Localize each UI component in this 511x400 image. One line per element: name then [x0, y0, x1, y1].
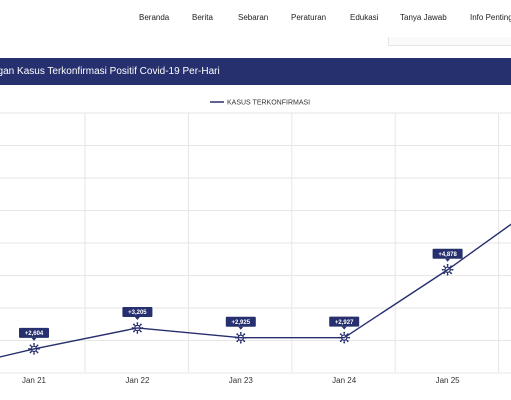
- nav-edukasi[interactable]: Edukasi: [350, 13, 379, 22]
- data-label-pointer: [445, 258, 451, 262]
- data-label-box: [122, 306, 153, 317]
- x-axis: Jan 21 Jan 22 Jan 23 Jan 24 Jan 25: [22, 376, 460, 385]
- virus-icon: [234, 331, 247, 344]
- virus-icon: [28, 343, 40, 355]
- data-label-box: [432, 248, 463, 259]
- nav-sebaran[interactable]: Sebaran: [238, 13, 269, 22]
- virus-icon: [338, 331, 351, 344]
- chart-title-banner: ngan Kasus Terkonfirmasi Positif Covid-1…: [0, 58, 511, 85]
- x-tick-label: Jan 21: [22, 376, 47, 385]
- data-label-box: [19, 327, 49, 338]
- chart-grid: [0, 112, 511, 374]
- data-label-pointer: [31, 337, 37, 341]
- chart-legend: KASUS TERKONFIRMASI: [210, 100, 310, 107]
- data-label: +3,205: [128, 310, 147, 316]
- data-label-box: [225, 316, 256, 327]
- nav-berita[interactable]: Berita: [192, 13, 213, 22]
- data-label: +2,604: [25, 331, 44, 337]
- x-tick-label: Jan 22: [125, 376, 150, 385]
- nav-search-box[interactable]: [388, 37, 511, 46]
- nav-peraturan[interactable]: Peraturan: [291, 13, 327, 22]
- x-tick-label: Jan 24: [332, 376, 357, 385]
- chart-series: +2,604 +3,205 +2,925 +2,927 +4,878: [0, 223, 511, 358]
- nav-beranda[interactable]: Beranda: [139, 13, 170, 22]
- nav-tanya-jawab[interactable]: Tanya Jawab: [400, 13, 447, 22]
- data-label: +4,878: [438, 252, 457, 258]
- data-label: +2,927: [335, 320, 354, 326]
- series-line: [0, 223, 511, 358]
- x-tick-label: Jan 23: [229, 376, 254, 385]
- x-tick-label: Jan 25: [436, 376, 461, 385]
- top-navigation: Beranda Berita Sebaran Peraturan Edukasi…: [0, 0, 511, 48]
- data-label-pointer: [134, 316, 140, 320]
- virus-icon: [131, 322, 144, 334]
- chart-title: ngan Kasus Terkonfirmasi Positif Covid-1…: [0, 66, 220, 77]
- virus-icon: [441, 263, 454, 276]
- data-label-pointer: [238, 326, 244, 330]
- data-label-pointer: [341, 326, 347, 330]
- data-label: +2,925: [232, 320, 251, 326]
- data-label-box: [329, 316, 360, 327]
- legend-label: KASUS TERKONFIRMASI: [227, 100, 310, 107]
- nav-info-penting[interactable]: Info Penting: [470, 13, 511, 22]
